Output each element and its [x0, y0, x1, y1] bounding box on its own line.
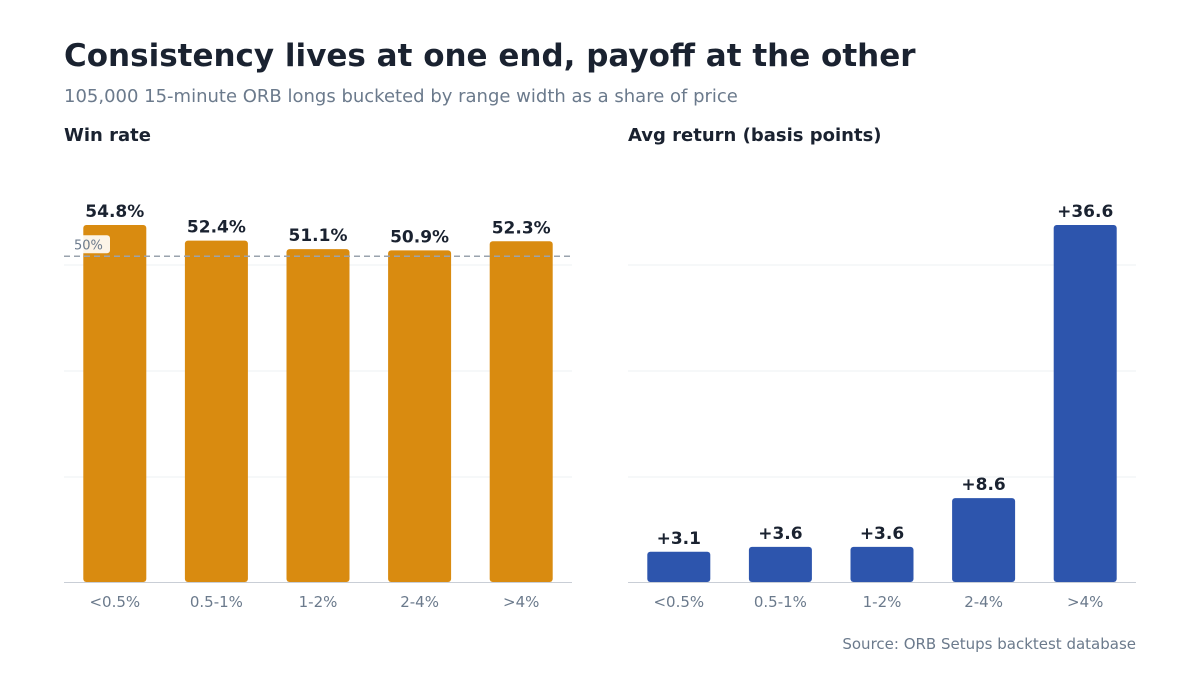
win-rate-tick-label: 0.5-1% [190, 593, 243, 611]
avg-return-tick-label: 1-2% [863, 593, 902, 611]
avg-return-value-label: +3.6 [758, 524, 802, 544]
win-rate-panel-title: Win rate [64, 125, 151, 146]
win-rate-reference-label-bg [70, 235, 110, 254]
win-rate-bar [286, 249, 350, 583]
avg-return-tick-label: 2-4% [964, 593, 1003, 611]
avg-return-value-label: +3.6 [860, 524, 904, 544]
avg-return-value-label: +36.6 [1057, 202, 1113, 222]
win-rate-bar [489, 241, 553, 582]
win-rate-tick-label: 2-4% [400, 593, 439, 611]
win-rate-tick-label: 1-2% [299, 593, 338, 611]
avg-return-bar [952, 498, 1016, 582]
win-rate-tick-label: >4% [503, 593, 539, 611]
avg-return-bar [1053, 225, 1117, 582]
win-rate-value-label: 51.1% [289, 226, 348, 246]
avg-return-value-label: +3.1 [657, 529, 701, 549]
win-rate-bar [388, 250, 452, 583]
win-rate-bar [184, 240, 248, 582]
avg-return-value-label: +8.6 [961, 475, 1005, 495]
avg-return-bar [748, 546, 812, 582]
page-subtitle: 105,000 15-minute ORB longs bucketed by … [64, 86, 738, 107]
win-rate-bar [83, 225, 147, 582]
avg-return-tick-label: <0.5% [653, 593, 704, 611]
win-rate-value-label: 50.9% [390, 227, 449, 247]
source-note: Source: ORB Setups backtest database [842, 635, 1136, 653]
win-rate-tick-label: <0.5% [89, 593, 140, 611]
avg-return-bar [850, 546, 914, 582]
win-rate-value-label: 52.3% [492, 218, 551, 238]
avg-return-tick-label: 0.5-1% [754, 593, 807, 611]
avg-return-tick-label: >4% [1067, 593, 1103, 611]
win-rate-value-label: 54.8% [85, 202, 144, 222]
page-title: Consistency lives at one end, payoff at … [64, 38, 916, 74]
avg-return-panel-title: Avg return (basis points) [628, 125, 882, 146]
avg-return-chart: +3.1 <0.5% +3.6 0.5-1% +3.6 1-2% +8.6 2-4% +36.6… [628, 202, 1136, 611]
win-rate-chart: 54.8% <0.5% 52.4% 0.5-1% 51.1% 1-2% 50.9% 2-4% 5… [64, 202, 572, 611]
win-rate-value-label: 52.4% [187, 218, 246, 238]
win-rate-reference-label: 50% [74, 238, 103, 253]
avg-return-bar [647, 551, 711, 582]
